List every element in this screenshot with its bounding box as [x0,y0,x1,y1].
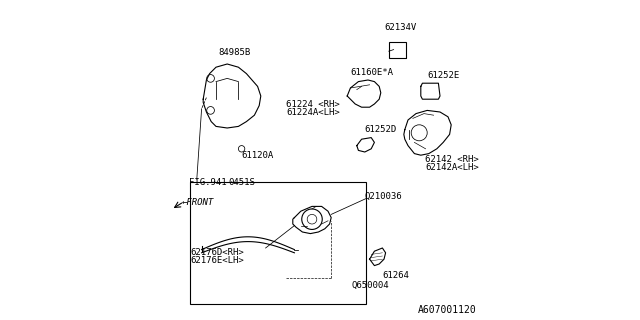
Text: Q650004: Q650004 [352,281,390,290]
Text: 61160E*A: 61160E*A [351,68,394,76]
Text: FIG.941: FIG.941 [189,178,227,187]
Text: 61252D: 61252D [364,125,396,134]
Bar [191,182,366,304]
Text: 61120A: 61120A [242,151,274,160]
Text: 84985B: 84985B [219,48,251,57]
Bar [388,42,406,58]
Text: 61224 <RH>: 61224 <RH> [287,100,340,108]
Text: ←FRONT: ←FRONT [182,198,214,207]
Text: 62134V: 62134V [385,23,417,32]
Text: 62142 <RH>: 62142 <RH> [425,155,479,164]
Text: 62176E<LH>: 62176E<LH> [191,256,244,265]
Text: 0451S: 0451S [229,178,255,187]
Text: 61264: 61264 [383,271,409,280]
Text: 62176D<RH>: 62176D<RH> [191,248,244,257]
Text: 61252E: 61252E [428,71,460,80]
Text: A607001120: A607001120 [418,305,477,315]
Text: 62142A<LH>: 62142A<LH> [425,163,479,172]
Text: Q210036: Q210036 [364,192,402,201]
Text: 61224A<LH>: 61224A<LH> [287,108,340,117]
